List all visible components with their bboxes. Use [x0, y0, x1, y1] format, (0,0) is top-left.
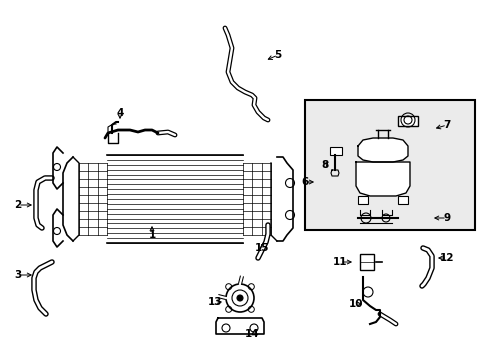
Text: 9: 9 [443, 213, 449, 223]
Text: 7: 7 [443, 120, 450, 130]
Bar [359, 254, 373, 270]
Text: 6: 6 [301, 177, 308, 187]
Text: 13: 13 [207, 297, 222, 307]
Bar [305, 100, 474, 230]
Bar [357, 196, 367, 204]
Text: 4: 4 [116, 108, 123, 118]
Text: 3: 3 [14, 270, 21, 280]
Text: 11: 11 [332, 257, 346, 267]
Text: 12: 12 [439, 253, 453, 263]
Text: 1: 1 [148, 230, 155, 240]
Polygon shape [355, 162, 409, 196]
Text: 15: 15 [254, 243, 269, 253]
Polygon shape [216, 318, 264, 334]
Bar [397, 196, 407, 204]
Bar [397, 116, 417, 126]
Text: 5: 5 [274, 50, 281, 60]
Text: 8: 8 [321, 160, 328, 170]
Text: 2: 2 [14, 200, 21, 210]
Polygon shape [357, 138, 407, 162]
Circle shape [237, 295, 243, 301]
Text: 14: 14 [244, 329, 259, 339]
Bar [329, 147, 341, 155]
Text: 10: 10 [348, 299, 363, 309]
